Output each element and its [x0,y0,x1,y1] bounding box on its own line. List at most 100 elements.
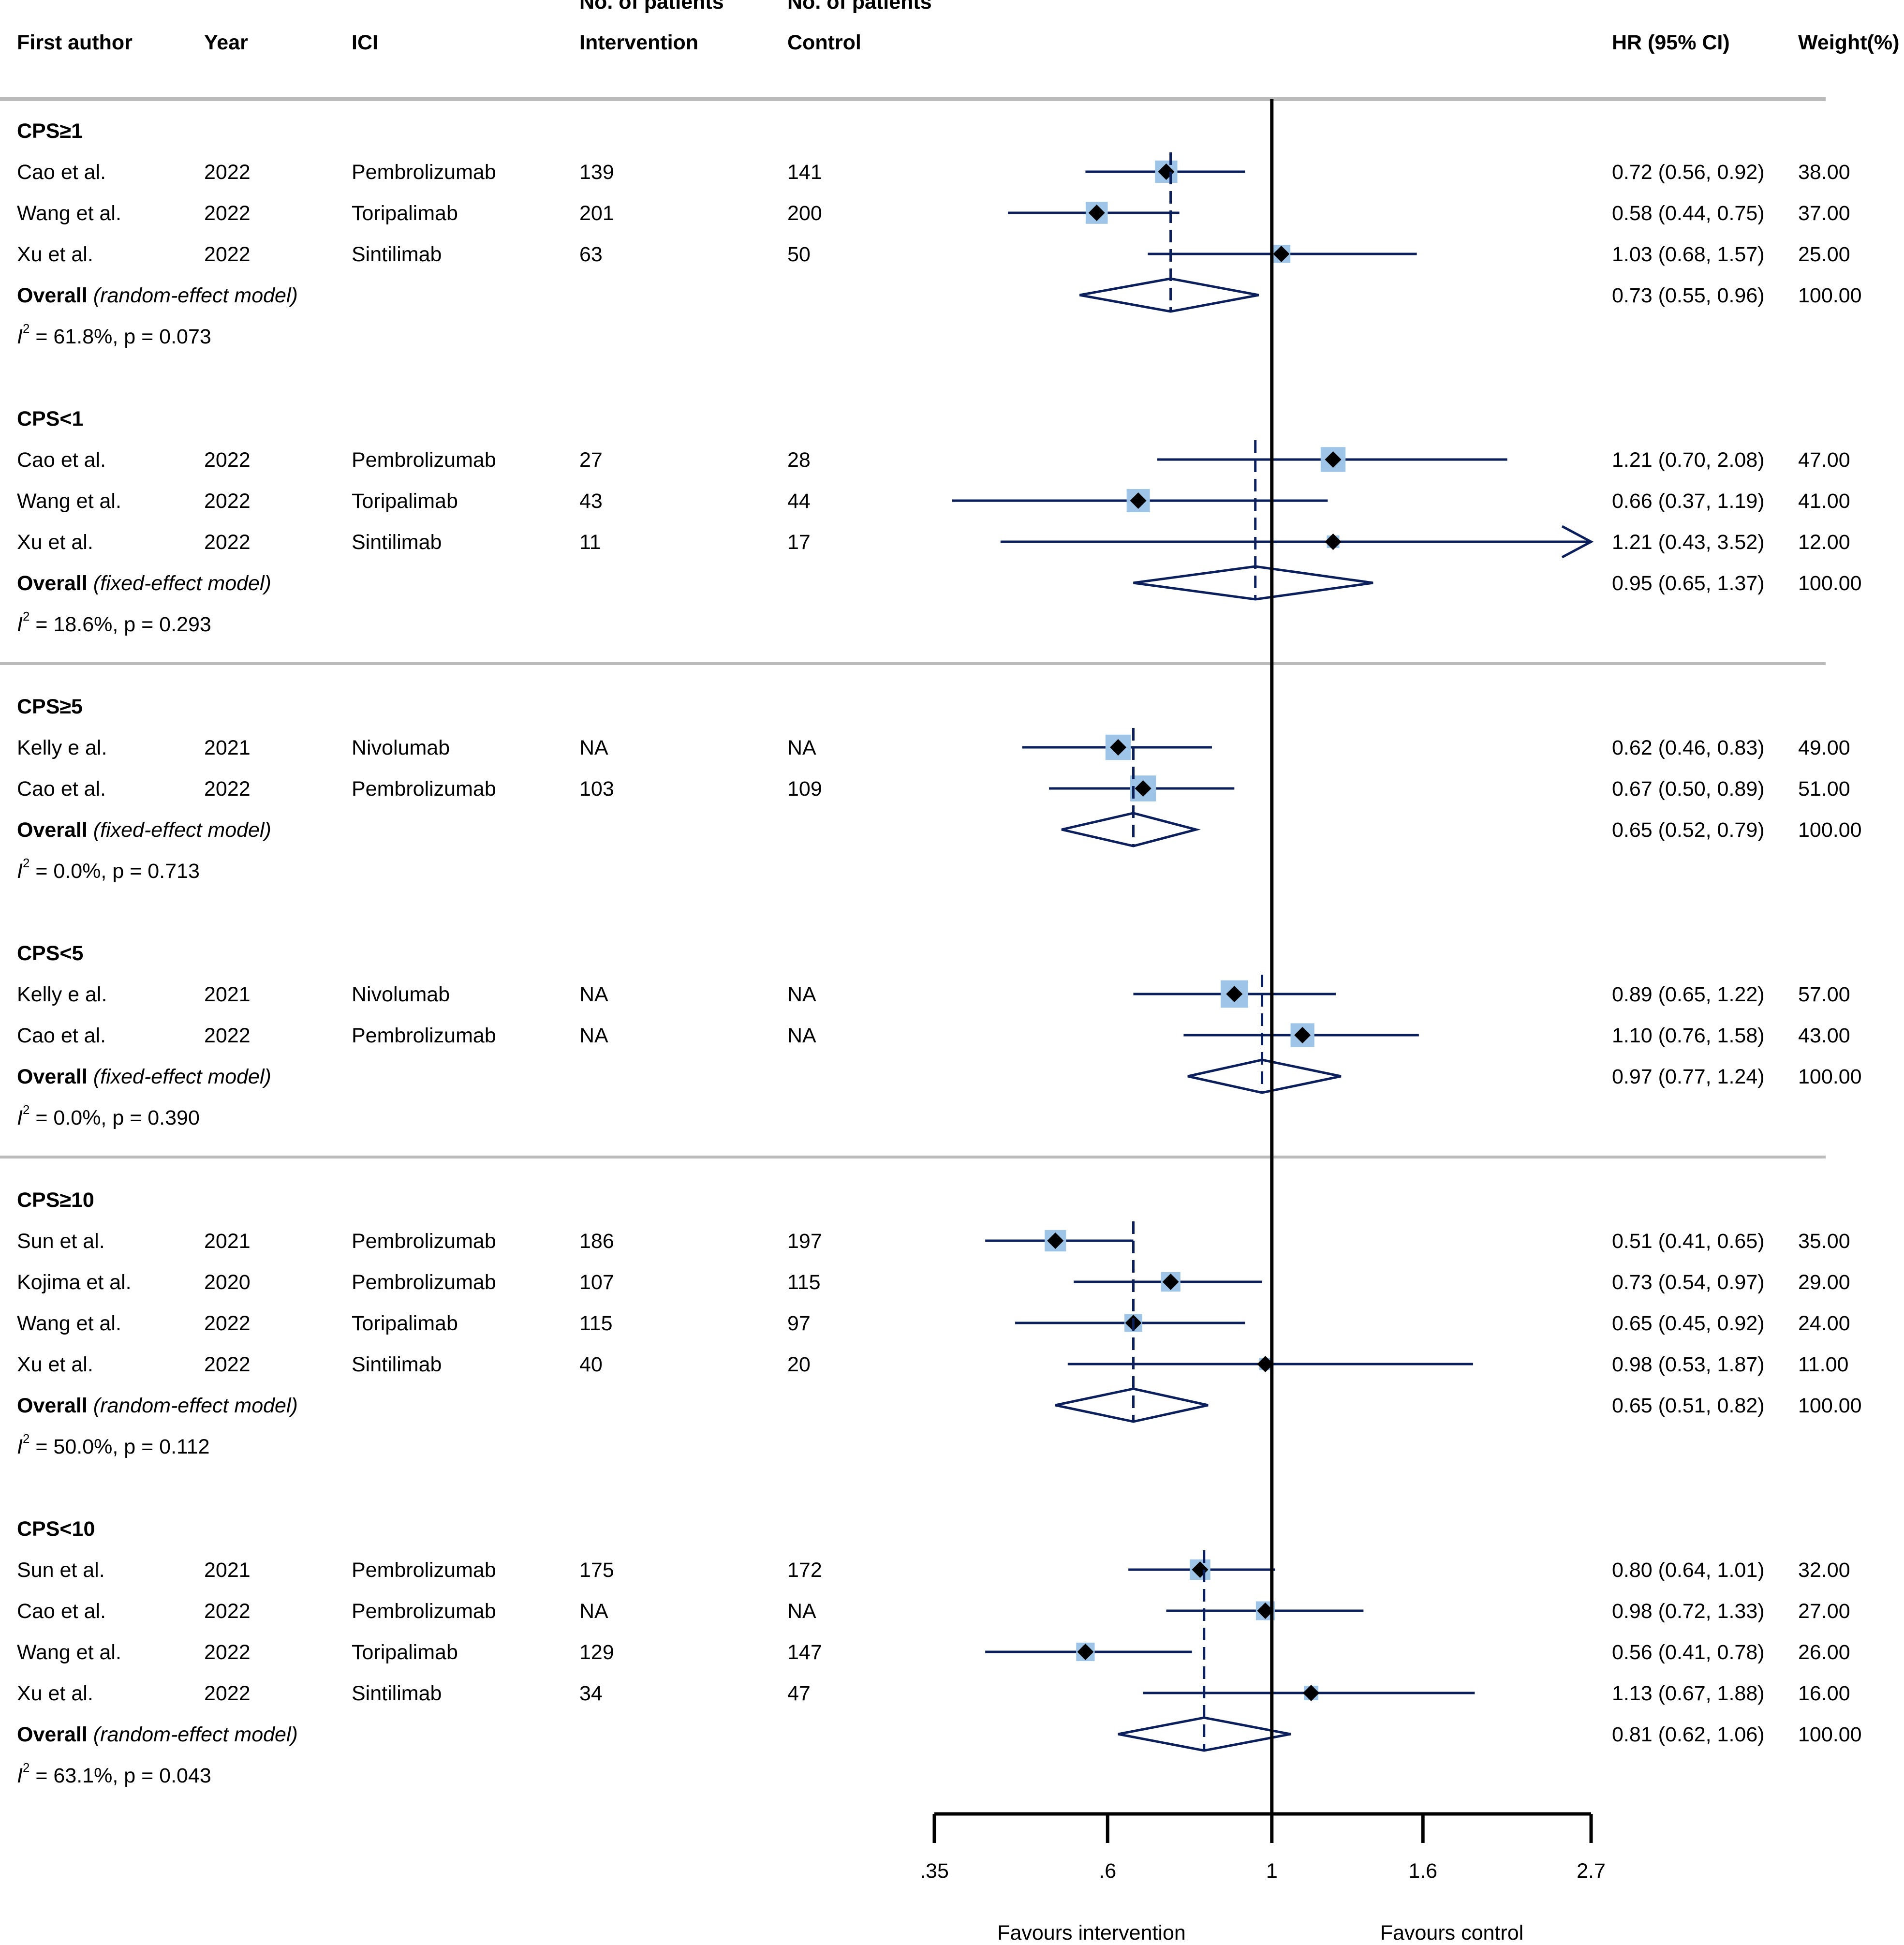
subgroup-5: CPS<10 Sun et al. 2021 Pembrolizumab 175 172 0… [17,1517,1862,1787]
study-hr: 1.10 (0.76, 1.58) [1612,1024,1765,1047]
overall-text: Overall [17,572,88,595]
header-weight: Weight(%) [1798,31,1899,54]
study-author: Cao et al. [17,161,106,184]
study-weight: 35.00 [1798,1230,1850,1253]
het-values: = 61.8%, p = 0.073 [30,325,211,348]
het-superscript: 2 [23,321,30,336]
study-author: Cao et al. [17,448,106,472]
heterogeneity-text: I2 = 61.8%, p = 0.073 [17,321,211,348]
study-year: 2022 [204,448,251,472]
point-estimate [1303,1685,1320,1701]
study-n-intervention: 103 [579,777,614,801]
heterogeneity-text: I2 = 0.0%, p = 0.713 [17,856,200,883]
subgroup-2: CPS≥5 Kelly e al. 2021 Nivolumab NA NA 0.62 (0… [17,695,1862,883]
study-n-control: 197 [787,1230,822,1253]
subgroup-label: CPS<10 [17,1517,95,1541]
study-n-control: NA [787,983,816,1006]
study-year: 2022 [204,161,251,184]
study-row: Xu et al. 2022 Sintilimab 63 50 1.03 (0.68, 1… [17,243,1850,266]
study-weight: 32.00 [1798,1559,1850,1582]
study-author: Wang et al. [17,1641,121,1664]
point-estimate [1135,780,1151,797]
het-values: = 18.6%, p = 0.293 [30,613,211,636]
study-year: 2022 [204,777,251,801]
study-author: Kelly e al. [17,736,107,759]
study-row: Kojima et al. 2020 Pembrolizumab 107 115 0.73… [17,1271,1850,1294]
study-hr: 0.72 (0.56, 0.92) [1612,161,1765,184]
study-row: Sun et al. 2021 Pembrolizumab 186 197 0.51 (0… [17,1230,1850,1253]
study-hr: 0.89 (0.65, 1.22) [1612,983,1765,1006]
study-ici: Toripalimab [352,1641,458,1664]
overall-hr: 0.65 (0.51, 0.82) [1612,1394,1765,1417]
study-n-control: 109 [787,777,822,801]
study-weight: 24.00 [1798,1312,1850,1335]
overall-diamond [1055,1387,1209,1423]
study-ici: Pembrolizumab [352,448,496,472]
study-year: 2022 [204,202,251,225]
study-n-control: 141 [787,161,822,184]
study-hr: 0.66 (0.37, 1.19) [1612,490,1765,513]
study-hr: 0.51 (0.41, 0.65) [1612,1230,1765,1253]
study-hr: 1.21 (0.70, 2.08) [1612,448,1765,472]
study-n-intervention: 186 [579,1230,614,1253]
study-weight: 43.00 [1798,1024,1850,1047]
study-hr: 0.58 (0.44, 0.75) [1612,202,1765,225]
study-hr: 1.21 (0.43, 3.52) [1612,531,1765,554]
study-weight: 12.00 [1798,531,1850,554]
study-author: Wang et al. [17,1312,121,1335]
overall-model: (random-effect model) [93,1394,298,1417]
study-ici: Toripalimab [352,1312,458,1335]
study-hr: 0.67 (0.50, 0.89) [1612,777,1765,801]
study-weight: 57.00 [1798,983,1850,1006]
study-author: Cao et al. [17,1024,106,1047]
study-n-intervention: 11 [579,531,601,554]
overall-text: Overall [17,1065,88,1088]
study-ici: Pembrolizumab [352,1024,496,1047]
study-n-control: NA [787,1024,816,1047]
study-weight: 26.00 [1798,1641,1850,1664]
study-author: Kelly e al. [17,983,107,1006]
overall-hr: 0.95 (0.65, 1.37) [1612,572,1765,595]
overall-label: Overall (random-effect model) [17,1394,298,1417]
x-tick-label: .6 [1099,1859,1116,1883]
subgroup-label: CPS≥10 [17,1188,94,1212]
header-control-top: No. of patients [787,0,932,14]
study-author: Sun et al. [17,1230,105,1253]
study-n-intervention: 63 [579,243,603,266]
study-n-control: 20 [787,1353,811,1376]
study-row: Kelly e al. 2021 Nivolumab NA NA 0.89 (0.65, … [17,980,1850,1008]
study-weight: 29.00 [1798,1271,1850,1294]
study-row: Xu et al. 2022 Sintilimab 40 20 0.98 (0.53, 1… [17,1353,1848,1376]
study-row: Xu et al. 2022 Sintilimab 11 17 1.21 (0.43, 3… [17,525,1850,559]
study-weight: 16.00 [1798,1682,1850,1705]
x-tick-label: 1 [1266,1859,1278,1883]
study-row: Wang et al. 2022 Toripalimab 115 97 0.65 (0.4… [17,1312,1850,1335]
study-n-intervention: 129 [579,1641,614,1664]
study-weight: 37.00 [1798,202,1850,225]
overall-weight: 100.00 [1798,284,1862,307]
study-ici: Pembrolizumab [352,777,496,801]
het-stat: I [17,325,23,348]
study-author: Sun et al. [17,1559,105,1582]
subgroup-0: CPS≥1 Cao et al. 2022 Pembrolizumab 139 141 0.… [17,119,1862,348]
overall-label: Overall (fixed-effect model) [17,572,271,595]
study-row: Wang et al. 2022 Toripalimab 201 200 0.58 (0.… [17,202,1850,225]
study-ici: Toripalimab [352,490,458,513]
study-n-intervention: 175 [579,1559,614,1582]
het-superscript: 2 [23,1102,30,1117]
study-year: 2020 [204,1271,251,1294]
overall-label: Overall (random-effect model) [17,1723,298,1746]
study-row: Cao et al. 2022 Pembrolizumab NA NA 0.98 (0.7… [17,1600,1850,1623]
heterogeneity-text: I2 = 18.6%, p = 0.293 [17,609,211,636]
point-estimate [1110,739,1127,756]
study-n-control: NA [787,1600,816,1623]
point-estimate [1325,451,1342,468]
study-n-intervention: NA [579,736,608,759]
overall-model: (random-effect model) [93,1723,298,1746]
overall-label: Overall (fixed-effect model) [17,818,271,842]
overall-weight: 100.00 [1798,572,1862,595]
overall-text: Overall [17,1723,88,1746]
study-n-intervention: 40 [579,1353,603,1376]
study-year: 2022 [204,1024,251,1047]
